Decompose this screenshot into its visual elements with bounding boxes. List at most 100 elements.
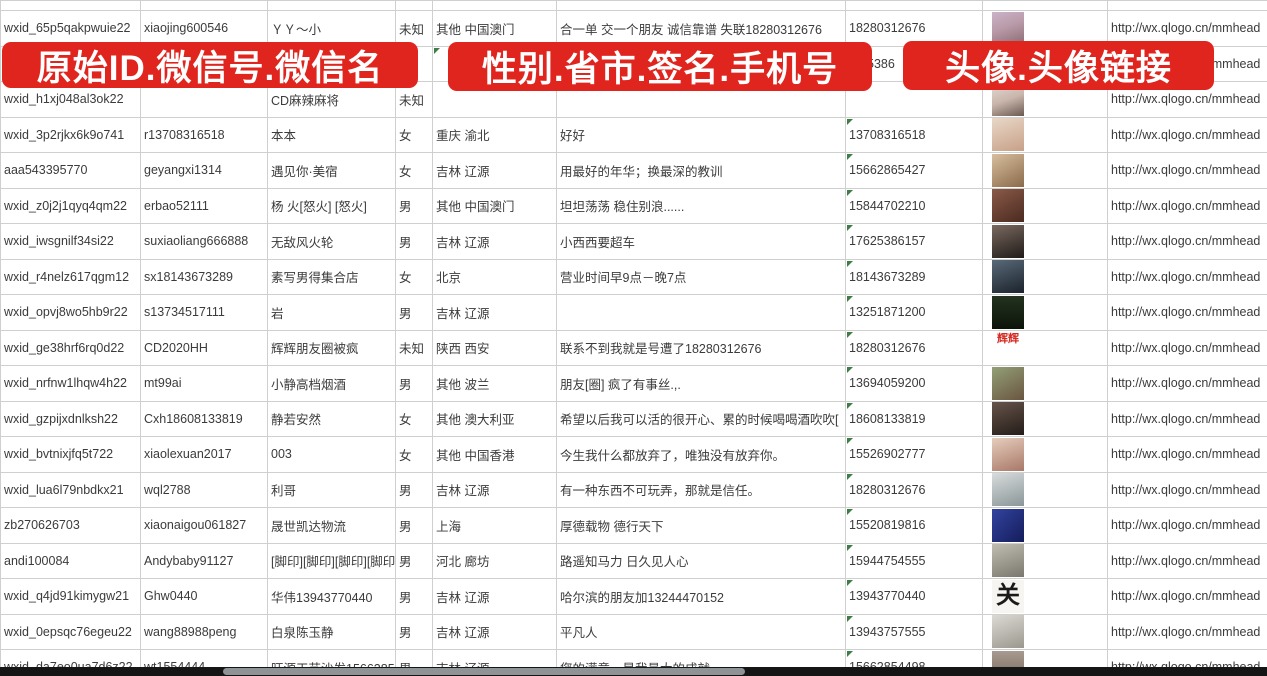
cell-wechat-id[interactable]: geyangxi1314 — [140, 152, 268, 189]
cell-avatar[interactable]: 辉辉 — [982, 329, 1108, 366]
cell-wechat-id[interactable]: mt99ai — [140, 365, 268, 402]
empty-cell[interactable] — [140, 0, 268, 11]
cell-avatar-url[interactable]: http://wx.qlogo.cn/mmhead — [1107, 10, 1267, 47]
cell-signature[interactable]: 路遥知马力 日久见人心 — [556, 542, 846, 579]
cell-wechat-id[interactable]: wang88988peng — [140, 613, 268, 650]
cell-avatar[interactable] — [982, 116, 1108, 153]
cell-gender[interactable]: 女 — [395, 116, 433, 153]
cell-gender[interactable]: 女 — [395, 400, 433, 437]
cell-avatar-url[interactable]: http://wx.qlogo.cn/mmhead — [1107, 187, 1267, 224]
cell-avatar[interactable] — [982, 223, 1108, 260]
cell-region[interactable]: 其他 中国澳门 — [432, 10, 557, 47]
cell-avatar-url[interactable]: http://wx.qlogo.cn/mmhead — [1107, 542, 1267, 579]
cell-avatar-url[interactable]: http://wx.qlogo.cn/mmhead — [1107, 400, 1267, 437]
cell-gender[interactable]: 男 — [395, 507, 433, 544]
cell-signature[interactable]: 朋友[圈] 疯了有事丝.,. — [556, 365, 846, 402]
cell-gender[interactable]: 男 — [395, 649, 433, 676]
cell-region[interactable]: 陕西 西安 — [432, 329, 557, 366]
cell-phone[interactable]: 13708316518 — [845, 116, 983, 153]
cell-wxid[interactable]: wxid_bvtnixjfq5t722 — [0, 436, 141, 473]
cell-region[interactable]: 重庆 渝北 — [432, 116, 557, 153]
cell-wechat-name[interactable]: 静若安然 — [267, 400, 396, 437]
cell-avatar[interactable] — [982, 10, 1108, 47]
cell-region[interactable]: 北京 — [432, 258, 557, 295]
cell-avatar[interactable]: 关 — [982, 578, 1108, 615]
cell-wechat-name[interactable]: 小静高档烟酒 — [267, 365, 396, 402]
cell-wxid[interactable]: wxid_iwsgnilf34si22 — [0, 223, 141, 260]
empty-cell[interactable] — [982, 0, 1108, 11]
cell-gender[interactable]: 男 — [395, 471, 433, 508]
cell-signature[interactable]: 联系不到我就是号遭了18280312676 — [556, 329, 846, 366]
cell-wechat-id[interactable]: Andybaby91127 — [140, 542, 268, 579]
cell-phone[interactable]: 13943770440 — [845, 578, 983, 615]
cell-phone[interactable]: 15844702210 — [845, 187, 983, 224]
cell-avatar-url[interactable]: http://wx.qlogo.cn/mmhead — [1107, 578, 1267, 615]
cell-avatar[interactable] — [982, 507, 1108, 544]
empty-cell[interactable] — [556, 0, 846, 11]
cell-signature[interactable] — [556, 294, 846, 331]
cell-phone[interactable]: 18280312676 — [845, 329, 983, 366]
horizontal-scrollbar-thumb[interactable] — [223, 668, 745, 675]
cell-wechat-name[interactable]: [脚印][脚印][脚印][脚印] — [267, 542, 396, 579]
cell-wxid[interactable]: wxid_r4nelz617qgm12 — [0, 258, 141, 295]
cell-gender[interactable]: 未知 — [395, 10, 433, 47]
cell-avatar-url[interactable]: http://wx.qlogo.cn/mmhead — [1107, 116, 1267, 153]
cell-phone[interactable]: 15520819816 — [845, 507, 983, 544]
cell-gender[interactable]: 男 — [395, 365, 433, 402]
cell-wechat-name[interactable]: ＹＹ～小 — [267, 10, 396, 47]
cell-region[interactable]: 其他 中国澳门 — [432, 187, 557, 224]
cell-avatar[interactable] — [982, 187, 1108, 224]
cell-region[interactable]: 其他 波兰 — [432, 365, 557, 402]
cell-wxid[interactable]: wxid_z0j2j1qyq4qm22 — [0, 187, 141, 224]
cell-phone[interactable]: 18143673289 — [845, 258, 983, 295]
cell-gender[interactable]: 女 — [395, 258, 433, 295]
cell-avatar-url[interactable]: http://wx.qlogo.cn/mmhead — [1107, 329, 1267, 366]
cell-avatar[interactable] — [982, 471, 1108, 508]
cell-wechat-id[interactable]: erbao52111 — [140, 187, 268, 224]
cell-region[interactable]: 吉林 辽源 — [432, 223, 557, 260]
cell-wxid[interactable]: aaa543395770 — [0, 152, 141, 189]
cell-gender[interactable]: 男 — [395, 578, 433, 615]
cell-phone[interactable]: 13251871200 — [845, 294, 983, 331]
cell-gender[interactable]: 男 — [395, 294, 433, 331]
cell-gender[interactable]: 男 — [395, 187, 433, 224]
cell-avatar[interactable] — [982, 400, 1108, 437]
cell-avatar-url[interactable]: http://wx.qlogo.cn/mmhead — [1107, 294, 1267, 331]
cell-avatar[interactable] — [982, 152, 1108, 189]
cell-signature[interactable]: 有一种东西不可玩弄，那就是信任。 — [556, 471, 846, 508]
cell-wechat-name[interactable]: 杨 火[怒火] [怒火] — [267, 187, 396, 224]
cell-avatar[interactable] — [982, 436, 1108, 473]
cell-signature[interactable]: 厚德载物 德行天下 — [556, 507, 846, 544]
cell-gender[interactable]: 男 — [395, 223, 433, 260]
cell-wechat-id[interactable]: wql2788 — [140, 471, 268, 508]
cell-avatar[interactable] — [982, 542, 1108, 579]
cell-signature[interactable]: 合一单 交一个朋友 诚信靠谱 失联18280312676 — [556, 10, 846, 47]
cell-phone[interactable]: 15944754555 — [845, 542, 983, 579]
cell-gender[interactable]: 女 — [395, 436, 433, 473]
empty-cell[interactable] — [845, 0, 983, 11]
cell-avatar[interactable] — [982, 613, 1108, 650]
cell-avatar-url[interactable]: http://wx.qlogo.cn/mmhead — [1107, 507, 1267, 544]
cell-phone[interactable]: 15662865427 — [845, 152, 983, 189]
cell-region[interactable]: 河北 廊坊 — [432, 542, 557, 579]
cell-wechat-name[interactable]: 素写男得集合店 — [267, 258, 396, 295]
cell-phone[interactable]: 13694059200 — [845, 365, 983, 402]
cell-region[interactable]: 吉林 辽源 — [432, 613, 557, 650]
cell-gender[interactable]: 未知 — [395, 329, 433, 366]
cell-gender[interactable]: 男 — [395, 613, 433, 650]
cell-wechat-name[interactable]: 辉辉朋友圈被疯 — [267, 329, 396, 366]
cell-wechat-name[interactable]: 本本 — [267, 116, 396, 153]
cell-wechat-id[interactable]: Ghw0440 — [140, 578, 268, 615]
cell-wechat-id[interactable]: xiaolexuan2017 — [140, 436, 268, 473]
cell-phone[interactable]: 18608133819 — [845, 400, 983, 437]
cell-wechat-name[interactable]: 无敌风火轮 — [267, 223, 396, 260]
cell-wechat-id[interactable]: r13708316518 — [140, 116, 268, 153]
cell-signature[interactable]: 平凡人 — [556, 613, 846, 650]
cell-region[interactable]: 上海 — [432, 507, 557, 544]
cell-wechat-name[interactable]: 晟世凯达物流 — [267, 507, 396, 544]
cell-wxid[interactable]: wxid_ge38hrf6rq0d22 — [0, 329, 141, 366]
cell-phone[interactable]: 18280312676 — [845, 10, 983, 47]
cell-wechat-name[interactable]: 003 — [267, 436, 396, 473]
cell-wxid[interactable]: wxid_q4jd91kimygw21 — [0, 578, 141, 615]
cell-avatar-url[interactable]: http://wx.qlogo.cn/mmhead — [1107, 152, 1267, 189]
